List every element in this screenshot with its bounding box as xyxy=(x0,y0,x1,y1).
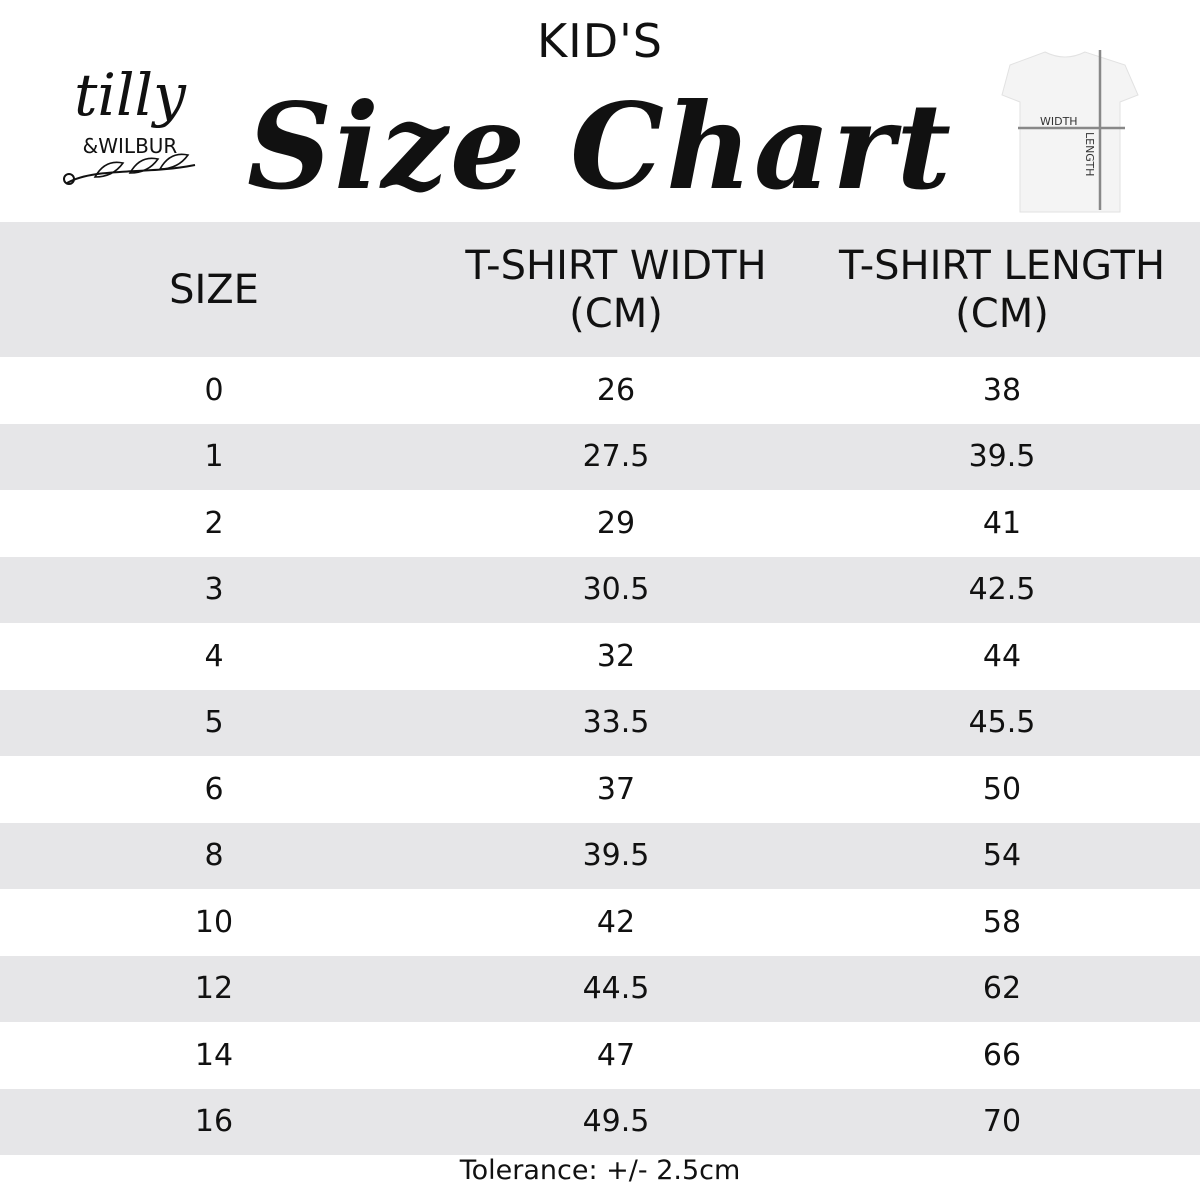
table-row: 16 49.5 70 xyxy=(0,1088,1200,1155)
size-cell: 5 xyxy=(204,705,224,741)
svg-text:&WILBUR: &WILBUR xyxy=(83,134,178,158)
size-cell: 0 xyxy=(204,372,224,408)
width-cell: 29 xyxy=(596,505,636,541)
length-cell: 66 xyxy=(982,1037,1022,1073)
length-cell: 41 xyxy=(982,505,1022,541)
width-cell: 27.5 xyxy=(582,439,650,475)
width-cell: 33.5 xyxy=(582,705,650,741)
width-cell: 39.5 xyxy=(582,838,650,874)
size-cell: 16 xyxy=(194,1104,234,1140)
tolerance-note: Tolerance: +/- 2.5cm xyxy=(459,1155,741,1186)
table-row: 6 37 50 xyxy=(0,756,1200,823)
size-cell: 10 xyxy=(194,904,234,940)
width-cell: 32 xyxy=(596,638,636,674)
size-cell: 1 xyxy=(204,439,224,475)
svg-text:tilly: tilly xyxy=(74,61,187,129)
table-row: 1 27.5 39.5 xyxy=(0,423,1200,490)
tshirt-diagram: WIDTH LENGTH xyxy=(1001,50,1139,213)
length-cell: 58 xyxy=(982,904,1022,940)
length-cell: 54 xyxy=(982,838,1022,874)
page-title: Size Chart xyxy=(246,77,954,216)
length-cell: 38 xyxy=(982,372,1022,408)
table-header: SIZE T-SHIRT WIDTH (CM) T-SHIRT LENGTH (… xyxy=(0,222,1200,357)
size-cell: 8 xyxy=(204,838,224,874)
length-cell: 45.5 xyxy=(968,705,1036,741)
size-cell: 2 xyxy=(204,505,224,541)
table-row: 14 47 66 xyxy=(0,1022,1200,1089)
length-cell: 62 xyxy=(982,971,1022,1007)
column-header-length: T-SHIRT LENGTH (CM) xyxy=(838,242,1166,337)
svg-text:LENGTH: LENGTH xyxy=(1083,132,1096,176)
table-row: 4 32 44 xyxy=(0,623,1200,690)
width-cell: 26 xyxy=(596,372,636,408)
length-cell: 42.5 xyxy=(968,572,1036,608)
column-header-size: SIZE xyxy=(169,266,259,313)
length-cell: 70 xyxy=(982,1104,1022,1140)
width-cell: 49.5 xyxy=(582,1104,650,1140)
table-row: 3 30.5 42.5 xyxy=(0,556,1200,623)
table-row: 12 44.5 62 xyxy=(0,955,1200,1022)
table-row: 10 42 58 xyxy=(0,889,1200,956)
size-table: SIZE T-SHIRT WIDTH (CM) T-SHIRT LENGTH (… xyxy=(0,222,1200,1155)
size-cell: 12 xyxy=(194,971,234,1007)
length-cell: 50 xyxy=(982,771,1022,807)
svg-text:WIDTH: WIDTH xyxy=(1040,115,1078,128)
width-cell: 30.5 xyxy=(582,572,650,608)
subtitle: KID'S xyxy=(537,14,663,68)
table-row: 0 26 38 xyxy=(0,357,1200,424)
table-row: 8 39.5 54 xyxy=(0,822,1200,889)
width-cell: 44.5 xyxy=(582,971,650,1007)
length-cell: 44 xyxy=(982,638,1022,674)
width-cell: 47 xyxy=(596,1037,636,1073)
width-cell: 37 xyxy=(596,771,636,807)
table-row: 5 33.5 45.5 xyxy=(0,689,1200,756)
table-row: 2 29 41 xyxy=(0,490,1200,557)
size-cell: 14 xyxy=(194,1037,234,1073)
length-cell: 39.5 xyxy=(968,439,1036,475)
width-cell: 42 xyxy=(596,904,636,940)
size-cell: 3 xyxy=(204,572,224,608)
size-cell: 4 xyxy=(204,638,224,674)
column-header-width: T-SHIRT WIDTH (CM) xyxy=(465,242,767,337)
brand-logo: tilly &WILBUR xyxy=(63,61,196,185)
size-cell: 6 xyxy=(204,771,224,807)
